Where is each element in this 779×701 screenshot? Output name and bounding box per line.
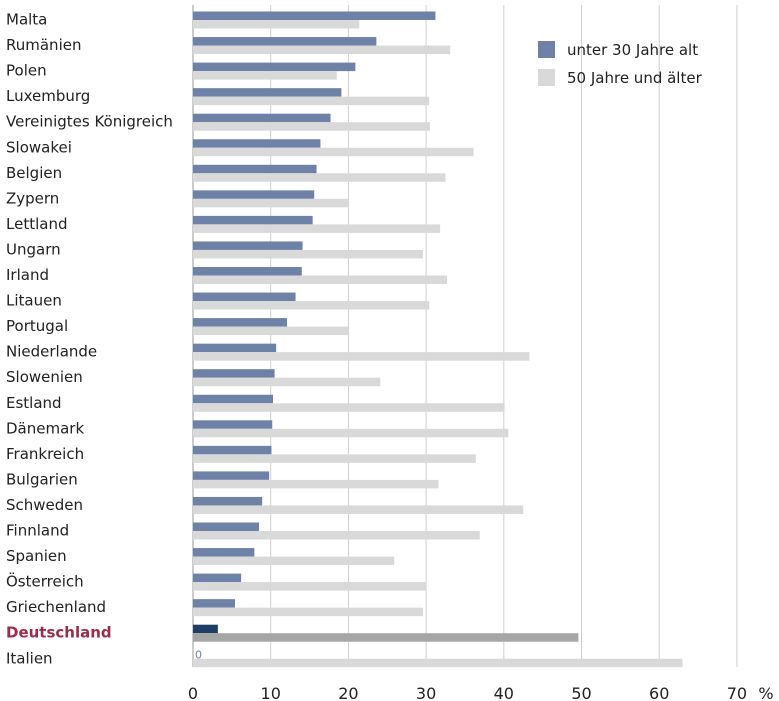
bar-under-30 (193, 11, 436, 20)
bar-under-30 (193, 190, 315, 199)
category-label: Italien (6, 649, 53, 667)
bar-50-plus (193, 301, 430, 310)
bar-50-plus (193, 147, 474, 157)
x-tick-label: 0 (188, 684, 198, 701)
category-labels: Malta Rumänien Polen Luxemburg Vereinigtes K… (6, 11, 173, 668)
bar-under-30 (193, 445, 272, 455)
bar-under-30 (193, 599, 235, 608)
category-label: Bulgarien (6, 470, 78, 488)
category-label: Lettland (6, 215, 67, 233)
bar-under-30 (193, 522, 260, 531)
category-label: Luxemburg (6, 87, 90, 105)
bar-50-plus (193, 377, 381, 387)
category-label: Spanien (6, 547, 67, 565)
category-label: Zypern (6, 189, 59, 207)
legend-label-under-30: unter 30 Jahre alt (567, 41, 698, 59)
bar-50-plus (193, 96, 430, 106)
bar-50-plus (193, 173, 446, 182)
x-tick-label: 20 (338, 684, 358, 701)
bar-50-plus (193, 224, 441, 233)
bar-50-plus (193, 122, 430, 131)
bar-50-plus (193, 275, 448, 284)
bar-50-plus (193, 505, 524, 514)
category-label: Irland (6, 266, 49, 284)
bar-under-30 (193, 496, 263, 506)
bar-under-30 (193, 420, 273, 429)
bar-under-30 (193, 548, 255, 557)
bar-under-30 (193, 62, 356, 72)
bar-under-30 (193, 573, 242, 583)
category-label: Belgien (6, 164, 62, 182)
bar-under-30 (193, 369, 275, 378)
bar-under-30 (193, 139, 321, 148)
category-label: Portugal (6, 317, 68, 335)
bar-50-plus (193, 556, 395, 566)
bar-under-30 (193, 624, 218, 634)
category-label: Vereinigtes Königreich (6, 113, 173, 131)
category-label: Malta (6, 11, 47, 29)
bar-50-plus (193, 658, 683, 668)
bar-50-plus (193, 249, 423, 259)
x-tick-label: 30 (416, 684, 436, 701)
category-label: Polen (6, 62, 47, 80)
bar-50-plus (193, 20, 360, 29)
category-label: Österreich (6, 572, 84, 591)
bar-50-plus (193, 428, 509, 438)
bar-under-30 (193, 394, 274, 404)
category-label: Niederlande (6, 343, 97, 361)
bar-under-30 (193, 343, 277, 353)
bar-under-30 (193, 471, 270, 480)
legend: unter 30 Jahre alt 50 Jahre und älter (538, 41, 703, 87)
bar-under-30 (193, 318, 288, 327)
category-label: Griechenland (6, 598, 106, 616)
bar-under-30 (193, 292, 296, 302)
bar-under-30 (193, 241, 303, 250)
bar-50-plus (193, 633, 579, 642)
x-tick-label: 60 (649, 684, 669, 701)
bar-under-30 (193, 267, 302, 276)
category-label: Frankreich (6, 445, 84, 463)
bar-under-30 (193, 37, 377, 46)
bar-50-plus (193, 198, 350, 208)
category-label: Slowenien (6, 368, 83, 386)
bar-under-30 (193, 88, 342, 97)
category-label: Rumänien (6, 36, 81, 54)
category-label: Dänemark (6, 419, 84, 437)
legend-label-50-plus: 50 Jahre und älter (567, 69, 703, 87)
bar-50-plus (193, 45, 451, 55)
bar-under-30 (193, 164, 317, 174)
bar-50-plus (193, 71, 337, 80)
bar-50-plus (193, 352, 530, 361)
bar-50-plus (193, 607, 423, 617)
bar-50-plus (193, 454, 476, 463)
category-label: Estland (6, 394, 62, 412)
category-label: Deutschland (6, 624, 112, 642)
category-label: Ungarn (6, 240, 61, 258)
bar-50-plus (193, 326, 350, 336)
bar-group: 0 (193, 11, 683, 668)
category-label: Finnland (6, 522, 69, 540)
x-tick-label: 70 (727, 684, 747, 701)
bar-50-plus (193, 531, 480, 540)
category-label: Litauen (6, 292, 62, 310)
data-label: 0 (195, 648, 202, 661)
bar-under-30 (193, 215, 313, 225)
x-tick-label: 50 (571, 684, 591, 701)
x-tick-label: 40 (494, 684, 514, 701)
legend-swatch-under-30 (538, 41, 555, 58)
x-axis-tick-labels: 0 10 20 30 40 50 60 70 (188, 684, 747, 701)
x-tick-label: 10 (261, 684, 281, 701)
bar-50-plus (193, 582, 427, 591)
bar-under-30 (193, 113, 331, 123)
category-label: Slowakei (6, 138, 72, 156)
x-axis-unit: % (758, 684, 773, 701)
bar-50-plus (193, 403, 505, 412)
bar-50-plus (193, 479, 439, 489)
legend-swatch-50-plus (538, 69, 555, 86)
category-label: Schweden (6, 496, 83, 514)
